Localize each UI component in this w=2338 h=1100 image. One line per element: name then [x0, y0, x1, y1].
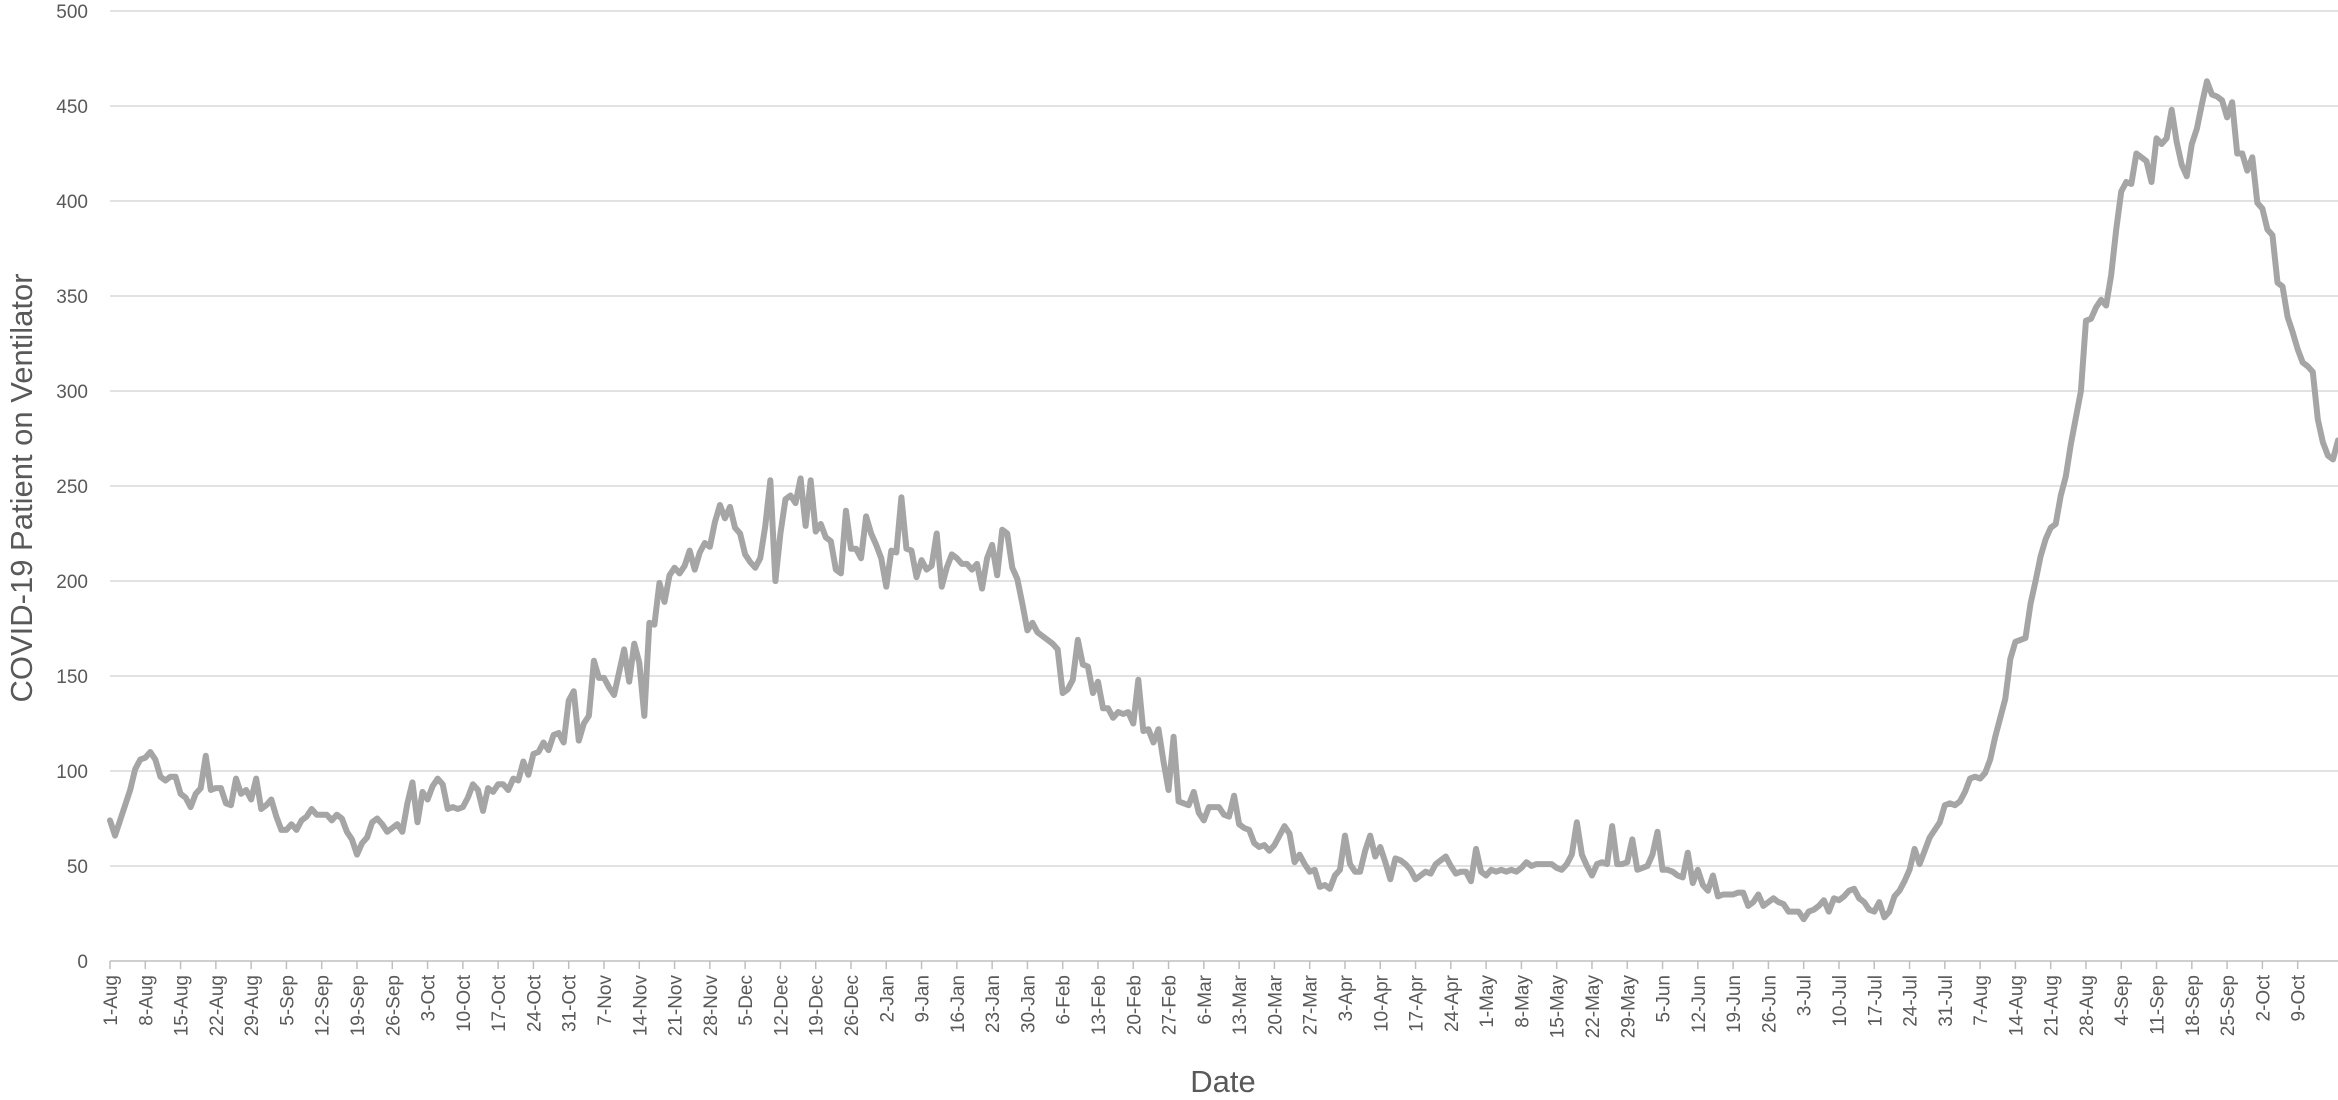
x-tick-label: 25-Sep [2218, 975, 2239, 1036]
x-tick-label: 6-Mar [1195, 974, 1216, 1024]
y-tick-label: 100 [56, 762, 88, 783]
x-tick-label: 15-May [1548, 975, 1569, 1039]
x-tick-label: 19-Jun [1724, 975, 1745, 1033]
x-tick-label: 7-Aug [1971, 975, 1992, 1026]
x-tick-label: 29-Aug [242, 975, 263, 1036]
x-tick-label: 26-Dec [842, 975, 863, 1036]
x-tick-label: 21-Nov [666, 975, 687, 1037]
y-tick-label: 250 [56, 477, 88, 498]
x-tick-label: 13-Mar [1230, 974, 1251, 1035]
x-tick-label: 13-Feb [1089, 975, 1110, 1035]
x-tick-label: 24-Jul [1901, 975, 1922, 1027]
x-tick-label: 29-May [1618, 975, 1639, 1039]
x-tick-label: 20-Mar [1265, 974, 1286, 1035]
x-tick-label: 7-Nov [595, 975, 616, 1026]
x-tick-label: 28-Nov [701, 975, 722, 1037]
x-tick-label: 1-Aug [101, 975, 122, 1026]
x-tick-label: 19-Sep [348, 975, 369, 1036]
y-tick-label: 350 [56, 287, 88, 308]
y-tick-label: 500 [56, 2, 88, 23]
x-tick-label: 30-Jan [1018, 975, 1039, 1033]
x-tick-label: 27-Feb [1160, 975, 1181, 1035]
y-tick-label: 0 [77, 952, 88, 973]
x-tick-label: 5-Sep [277, 975, 298, 1026]
x-tick-label: 5-Jun [1654, 975, 1675, 1023]
x-tick-label: 24-Apr [1442, 974, 1463, 1032]
x-tick-label: 22-Aug [207, 975, 228, 1036]
x-tick-label: 12-Sep [313, 975, 334, 1036]
x-tick-label: 17-Apr [1407, 974, 1428, 1032]
y-tick-label: 200 [56, 572, 88, 593]
x-tick-label: 15-Aug [172, 975, 193, 1036]
x-tick-label: 6-Feb [1054, 975, 1075, 1025]
x-tick-label: 28-Aug [2077, 975, 2098, 1036]
x-tick-label: 2-Jan [877, 975, 898, 1023]
x-tick-label: 26-Jun [1759, 975, 1780, 1033]
x-tick-label: 16-Jan [948, 975, 969, 1033]
series-group [107, 78, 2338, 923]
x-tick-label: 26-Sep [383, 975, 404, 1036]
x-axis-ticks: 1-Aug 8-Aug 15-Aug 22-Aug 29-Aug 5-Sep 12-Sep 1… [101, 961, 2310, 1038]
x-tick-label: 3-Oct [419, 974, 440, 1021]
x-tick-label: 3-Apr [1336, 974, 1357, 1021]
x-tick-label: 24-Oct [524, 974, 545, 1032]
x-tick-label: 4-Sep [2112, 975, 2133, 1026]
x-tick-label: 10-Oct [454, 974, 475, 1032]
x-tick-label: 8-May [1512, 975, 1533, 1028]
x-tick-label: 9-Oct [2289, 974, 2310, 1021]
x-tick-label: 17-Jul [1865, 975, 1886, 1027]
x-tick-label: 10-Apr [1371, 974, 1392, 1032]
x-tick-label: 3-Jul [1795, 975, 1816, 1016]
y-tick-label: 400 [56, 192, 88, 213]
y-axis-ticks: 0 50 100 150 200 250 300 350 400 450 500 [56, 2, 88, 973]
gridlines [110, 10, 2338, 867]
x-tick-label: 22-May [1583, 975, 1604, 1039]
y-tick-label: 150 [56, 667, 88, 688]
y-tick-label: 300 [56, 382, 88, 403]
x-tick-label: 21-Aug [2042, 975, 2063, 1036]
x-tick-label: 23-Jan [983, 975, 1004, 1033]
x-tick-label: 27-Mar [1301, 974, 1322, 1035]
y-axis-title-text: COVID-19 Patient on Ventilator [4, 273, 39, 703]
y-tick-label: 50 [67, 857, 88, 878]
x-tick-label: 1-May [1477, 975, 1498, 1028]
y-tick-label: 450 [56, 97, 88, 118]
x-tick-label: 31-Oct [560, 974, 581, 1032]
x-tick-label: 18-Sep [2183, 975, 2204, 1036]
x-tick-label: 10-Jul [1830, 975, 1851, 1027]
x-tick-label: 5-Dec [736, 975, 757, 1026]
x-tick-label: 14-Nov [630, 975, 651, 1037]
series-line [107, 78, 2338, 923]
x-tick-label: 9-Jan [913, 975, 934, 1023]
x-tick-label: 14-Aug [2006, 975, 2027, 1036]
x-tick-label: 8-Aug [136, 975, 157, 1026]
x-tick-label: 2-Oct [2253, 974, 2274, 1021]
x-tick-label: 31-Jul [1936, 975, 1957, 1027]
x-axis-title: Date [1190, 1064, 1256, 1099]
x-tick-label: 17-Oct [489, 974, 510, 1032]
x-tick-label: 12-Dec [771, 975, 792, 1036]
x-tick-label: 20-Feb [1124, 975, 1145, 1035]
x-tick-label: 12-Jun [1689, 975, 1710, 1033]
x-tick-label: 11-Sep [2148, 975, 2169, 1035]
x-tick-label: 19-Dec [807, 975, 828, 1036]
